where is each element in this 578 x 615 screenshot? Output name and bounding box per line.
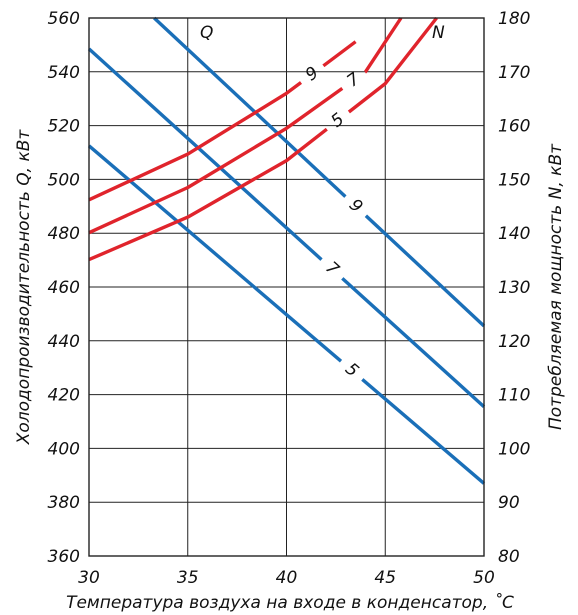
series-line-n-7 [88,87,344,235]
y-left-axis-title: Холодопроизводительность Q, кВт [14,129,34,446]
y-right-tick-label: 150 [498,170,530,190]
y-right-tick-label: 100 [498,439,530,459]
y-right-tick-label: 140 [498,224,530,244]
group-label-n: N [432,23,445,43]
y-left-tick-label: 420 [48,386,80,406]
x-tick-label: 30 [78,568,100,588]
y-right-tick-label: 80 [498,547,520,567]
y-left-tick-label: 500 [48,170,80,190]
y-left-tick-label: 520 [48,117,80,137]
y-left-tick-label: 440 [48,332,80,352]
series-line-q-7 [87,47,323,261]
y-right-tick-label: 130 [498,278,530,298]
series-label-n-9: 9 [302,63,323,86]
y-left-tick-label: 560 [48,9,80,29]
series-label-q-9: 9 [345,195,367,217]
series-line-n-9 [322,40,357,68]
series-line-n-5 [347,16,438,114]
series-line-q-5 [87,144,343,363]
y-right-tick-label: 110 [498,386,530,406]
group-label-q: Q [200,23,213,43]
y-right-tick-label: 170 [498,63,530,83]
x-tick-label: 45 [374,568,396,588]
series-lines [87,16,486,485]
series-line-n-9 [88,81,303,202]
series-line-q-9 [364,214,486,328]
y-left-tick-label: 540 [48,63,80,83]
series-label-n-5: 5 [327,109,348,131]
x-tick-label: 35 [177,568,199,588]
plot-frame [88,17,485,557]
series-label-q-7: 7 [321,258,343,280]
y-left-tick-label: 380 [48,493,80,513]
series-label-q-5: 5 [341,359,362,381]
x-tick-label: 50 [473,568,495,588]
grid [89,18,484,556]
series-line-n-5 [88,127,328,262]
tick-labels: 30 35 40 45 50 360 380 400 420 440 460 480 500 520 540… [48,9,531,588]
series-line-q-7 [341,277,486,408]
y-right-tick-label: 120 [498,332,530,352]
y-left-tick-label: 360 [48,547,80,567]
y-right-axis-title: Потребляемая мощность N, кВт [546,143,566,430]
series-line-q-9 [153,16,347,198]
y-right-tick-label: 180 [498,9,530,29]
y-right-tick-label: 90 [498,493,520,513]
series-line-n-7 [363,17,403,74]
y-left-tick-label: 480 [48,224,80,244]
series-line-q-5 [361,378,486,485]
y-right-tick-label: 160 [498,117,530,137]
x-axis-title: Температура воздуха на входе в конденсат… [66,592,514,613]
x-tick-label: 40 [276,568,298,588]
y-left-tick-label: 460 [48,278,80,298]
y-left-tick-label: 400 [48,439,80,459]
